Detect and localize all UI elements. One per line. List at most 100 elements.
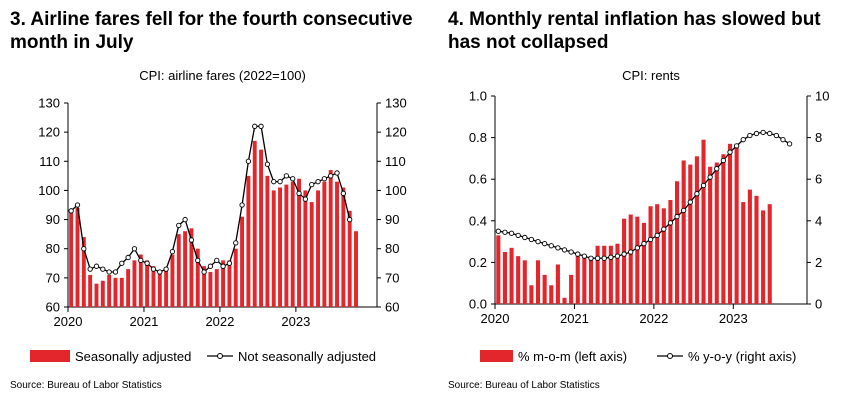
y2-tick-label: 10 (815, 89, 829, 104)
bar (641, 222, 647, 304)
line-point (681, 207, 687, 214)
bar (582, 256, 587, 304)
bar (221, 260, 226, 307)
bar (628, 214, 633, 304)
bar (303, 190, 308, 307)
bar (509, 247, 514, 304)
line-point (283, 173, 290, 179)
y-tick-label: 0.2 (469, 255, 487, 270)
bar (113, 277, 118, 307)
bar (176, 234, 181, 307)
bar (674, 181, 680, 304)
bar (183, 231, 188, 307)
line-point (641, 241, 647, 247)
line-point (125, 254, 131, 261)
bar (252, 140, 257, 307)
bar (119, 277, 124, 307)
bar (694, 156, 699, 304)
line-point (707, 174, 713, 180)
line-point (508, 230, 515, 236)
bar (741, 202, 746, 304)
y2-tick-label: 60 (385, 300, 399, 315)
bar (555, 264, 560, 304)
bar (701, 139, 706, 304)
line-point (163, 266, 169, 272)
bar (297, 178, 302, 307)
bar (529, 285, 534, 304)
line-point (727, 149, 733, 155)
bar (516, 256, 521, 304)
line-point (296, 190, 302, 196)
bar (569, 274, 574, 304)
bar (75, 207, 80, 307)
bar (708, 166, 713, 304)
y2-tick-label: 4 (815, 213, 822, 228)
y-tick-label: 60 (46, 300, 60, 315)
line-point (575, 251, 581, 257)
line-point (634, 245, 640, 251)
bar (549, 285, 554, 304)
line-point (340, 190, 347, 196)
y2-tick-label: 100 (385, 183, 407, 198)
line-point (548, 243, 554, 249)
legend-label: Not seasonally adjusted (238, 349, 376, 364)
line-point (747, 132, 753, 139)
line-point (561, 247, 568, 253)
bar (316, 190, 320, 307)
y-tick-label: 80 (46, 241, 60, 256)
line-point (714, 166, 720, 172)
line-point (321, 176, 328, 182)
line-point (290, 176, 296, 182)
legend-label: % y-o-y (right axis) (688, 349, 796, 364)
line-point (271, 179, 277, 185)
line-point (581, 253, 588, 259)
bar (575, 256, 580, 304)
line-point (195, 257, 201, 264)
y2-tick-label: 8 (815, 130, 822, 145)
bar (535, 260, 541, 304)
bar (354, 231, 358, 307)
line-point (264, 161, 271, 167)
y-tick-label: 130 (38, 96, 60, 111)
bar (727, 143, 733, 304)
line-point (100, 266, 106, 272)
line-point (176, 222, 182, 229)
bar (522, 260, 527, 304)
line-point (328, 173, 334, 179)
bar (100, 280, 105, 307)
bar (754, 195, 759, 304)
bar (608, 245, 613, 304)
bar (347, 210, 352, 307)
bar (233, 248, 238, 307)
bar (655, 204, 660, 304)
y2-tick-label: 110 (385, 154, 406, 169)
x-tick-label: 2020 (481, 311, 510, 326)
bar (767, 204, 772, 304)
bar (635, 216, 640, 304)
y-tick-label: 90 (46, 212, 60, 227)
line-point (144, 260, 150, 266)
line-point (740, 137, 746, 143)
y-tick-label: 1.0 (469, 89, 487, 104)
bar (747, 189, 752, 304)
line-point (347, 216, 353, 223)
line-point (767, 130, 773, 137)
line-point (667, 220, 674, 226)
bar (661, 208, 666, 304)
line-point (150, 266, 157, 272)
y-tick-label: 110 (39, 154, 60, 169)
bar (714, 162, 719, 304)
chart-panel-airline-fares: 3. Airline fares fell for the fourth con… (0, 0, 430, 402)
line-point (647, 236, 654, 243)
bar (668, 200, 673, 304)
bar (157, 272, 162, 307)
line-point (661, 226, 667, 232)
bar (734, 145, 739, 304)
chart-title: 4. Monthly rental inflation has slowed b… (448, 9, 821, 53)
y2-tick-label: 120 (385, 125, 407, 140)
bar (595, 245, 600, 304)
line-point (81, 246, 87, 252)
legend-bar-swatch (480, 350, 513, 362)
line-point (601, 255, 607, 261)
line-point (239, 202, 245, 208)
